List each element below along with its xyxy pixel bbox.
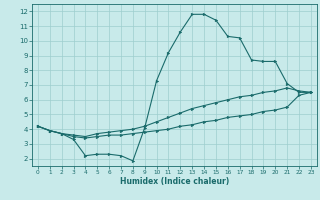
X-axis label: Humidex (Indice chaleur): Humidex (Indice chaleur): [120, 177, 229, 186]
